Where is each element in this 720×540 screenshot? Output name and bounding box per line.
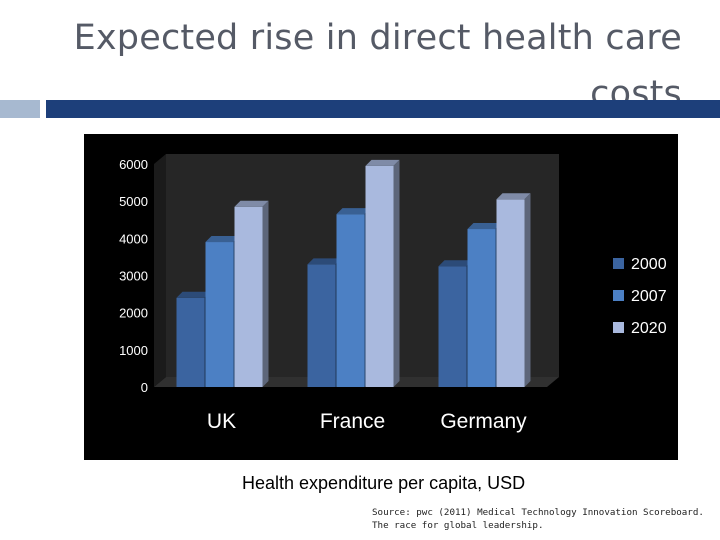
- chart-container: 0 1000 2000 3000 4000 5000 6000 UK France Germany…: [84, 134, 678, 460]
- bar-top: [467, 223, 502, 230]
- bar-top: [438, 260, 473, 267]
- y-tick-label: 0: [141, 380, 148, 395]
- y-tick-label: 3000: [119, 269, 148, 284]
- bar-top: [176, 291, 211, 298]
- legend-swatch: [613, 290, 624, 301]
- legend-label: 2007: [631, 288, 667, 305]
- bar: [234, 206, 263, 387]
- x-category-label: Germany: [440, 410, 527, 433]
- bar: [307, 264, 336, 387]
- bar-side: [393, 159, 400, 387]
- bar: [336, 214, 365, 387]
- source-line-1: Source: pwc (2011) Medical Technology In…: [372, 507, 704, 518]
- bar: [176, 297, 205, 387]
- bar-top: [365, 159, 400, 166]
- y-tick-label: 1000: [119, 343, 148, 358]
- accent-bar-light: [0, 100, 40, 118]
- bar: [205, 242, 234, 387]
- y-tick-label: 5000: [119, 194, 148, 209]
- bar-top: [307, 258, 342, 265]
- bar: [438, 266, 467, 387]
- bar-chart: 0 1000 2000 3000 4000 5000 6000 UK France Germany…: [119, 154, 667, 433]
- bar-top: [205, 236, 240, 243]
- bar-side: [524, 193, 531, 387]
- bar: [496, 199, 525, 387]
- accent-bar-dark: [46, 100, 720, 118]
- y-tick-label: 4000: [119, 231, 148, 246]
- x-category-label: France: [320, 410, 385, 433]
- chart-side-wall: [154, 154, 166, 387]
- bar-side: [262, 200, 269, 387]
- legend-label: 2000: [631, 256, 667, 273]
- x-category-label: UK: [207, 410, 236, 433]
- source-note: Source: pwc (2011) Medical Technology In…: [372, 506, 712, 532]
- slide-title-line-1: Expected rise in direct health care: [73, 18, 682, 58]
- bar-top: [234, 200, 269, 207]
- bar-top: [336, 208, 371, 215]
- chart-caption: Health expenditure per capita, USD: [242, 473, 526, 493]
- bar: [365, 165, 394, 387]
- y-tick-label: 6000: [119, 157, 148, 172]
- bar-top: [496, 193, 531, 200]
- legend-swatch: [613, 322, 624, 333]
- y-tick-label: 2000: [119, 306, 148, 321]
- source-line-2: The race for global leadership.: [372, 520, 544, 531]
- bar: [467, 229, 496, 387]
- legend-label: 2020: [631, 320, 667, 337]
- slide-title: Expected rise in direct health care cost…: [42, 10, 682, 122]
- legend-swatch: [613, 258, 624, 269]
